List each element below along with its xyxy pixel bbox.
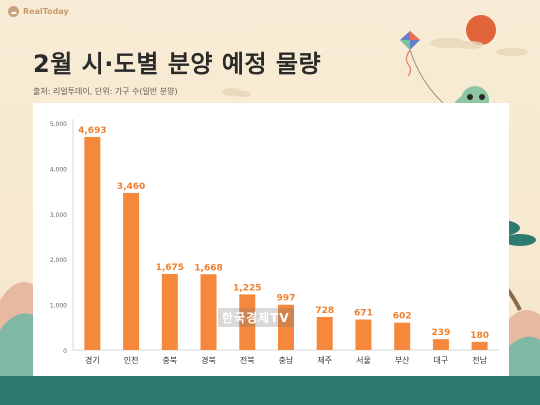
data-label: 1,668 <box>194 263 222 273</box>
source-note: 출처: 리얼투데이, 단위: 가구 수(일반 분양) <box>33 87 178 96</box>
cloud-icon <box>222 38 528 97</box>
chart-panel <box>33 103 509 376</box>
y-tick-label: 1,000 <box>50 303 67 310</box>
bar <box>471 341 488 350</box>
realtoday-logo-icon: ☁ <box>8 6 19 17</box>
ground-strip <box>0 376 540 405</box>
data-label: 728 <box>315 306 334 316</box>
data-label: 4,693 <box>78 126 106 136</box>
y-tick-label: 5,000 <box>50 121 67 128</box>
x-tick-label: 서울 <box>356 356 371 365</box>
data-label: 671 <box>354 309 373 319</box>
bar <box>355 319 372 350</box>
bar <box>432 339 449 350</box>
y-tick-label: 3,000 <box>50 212 67 219</box>
x-tick-label: 인천 <box>124 355 139 365</box>
bar-chart: 0 1,000 2,000 3,000 4,000 5,000 4,693 경기 3,460 인천… <box>50 119 499 365</box>
bar <box>394 322 411 350</box>
page-title: 2월 시·도별 분양 예정 물량 <box>33 50 322 78</box>
bar <box>123 192 140 350</box>
data-label: 239 <box>432 328 451 338</box>
x-tick-label: 경기 <box>85 355 100 365</box>
y-tick-label: 4,000 <box>50 166 67 173</box>
bar <box>200 274 217 350</box>
x-tick-label: 부산 <box>395 355 410 365</box>
x-tick-label: 충남 <box>279 356 294 365</box>
data-label: 1,675 <box>156 263 184 273</box>
data-label: 3,460 <box>117 182 145 192</box>
bar <box>161 273 178 350</box>
y-tick-label: 2,000 <box>50 257 67 264</box>
x-tick-label: 충북 <box>162 356 177 365</box>
bar <box>316 316 333 350</box>
kite-icon <box>400 31 471 114</box>
bar <box>84 136 101 350</box>
x-tick-label: 경북 <box>201 355 216 365</box>
data-label: 997 <box>277 294 296 304</box>
bar <box>278 304 294 350</box>
brand-name: RealToday <box>23 7 69 16</box>
x-tick-label: 제주 <box>317 356 332 365</box>
sun-icon <box>466 15 496 45</box>
data-label: 602 <box>393 312 412 322</box>
x-tick-label: 전남 <box>472 355 487 365</box>
brand-logo: ☁ RealToday <box>8 6 69 17</box>
x-tick-label: 대구 <box>434 356 449 365</box>
data-label: 1,225 <box>233 283 261 293</box>
y-tick-label: 0 <box>63 348 67 355</box>
x-tick-label: 전북 <box>240 355 255 365</box>
bar <box>239 294 256 350</box>
watermark: 한국경제TV <box>218 308 294 327</box>
data-label: 180 <box>470 331 489 341</box>
